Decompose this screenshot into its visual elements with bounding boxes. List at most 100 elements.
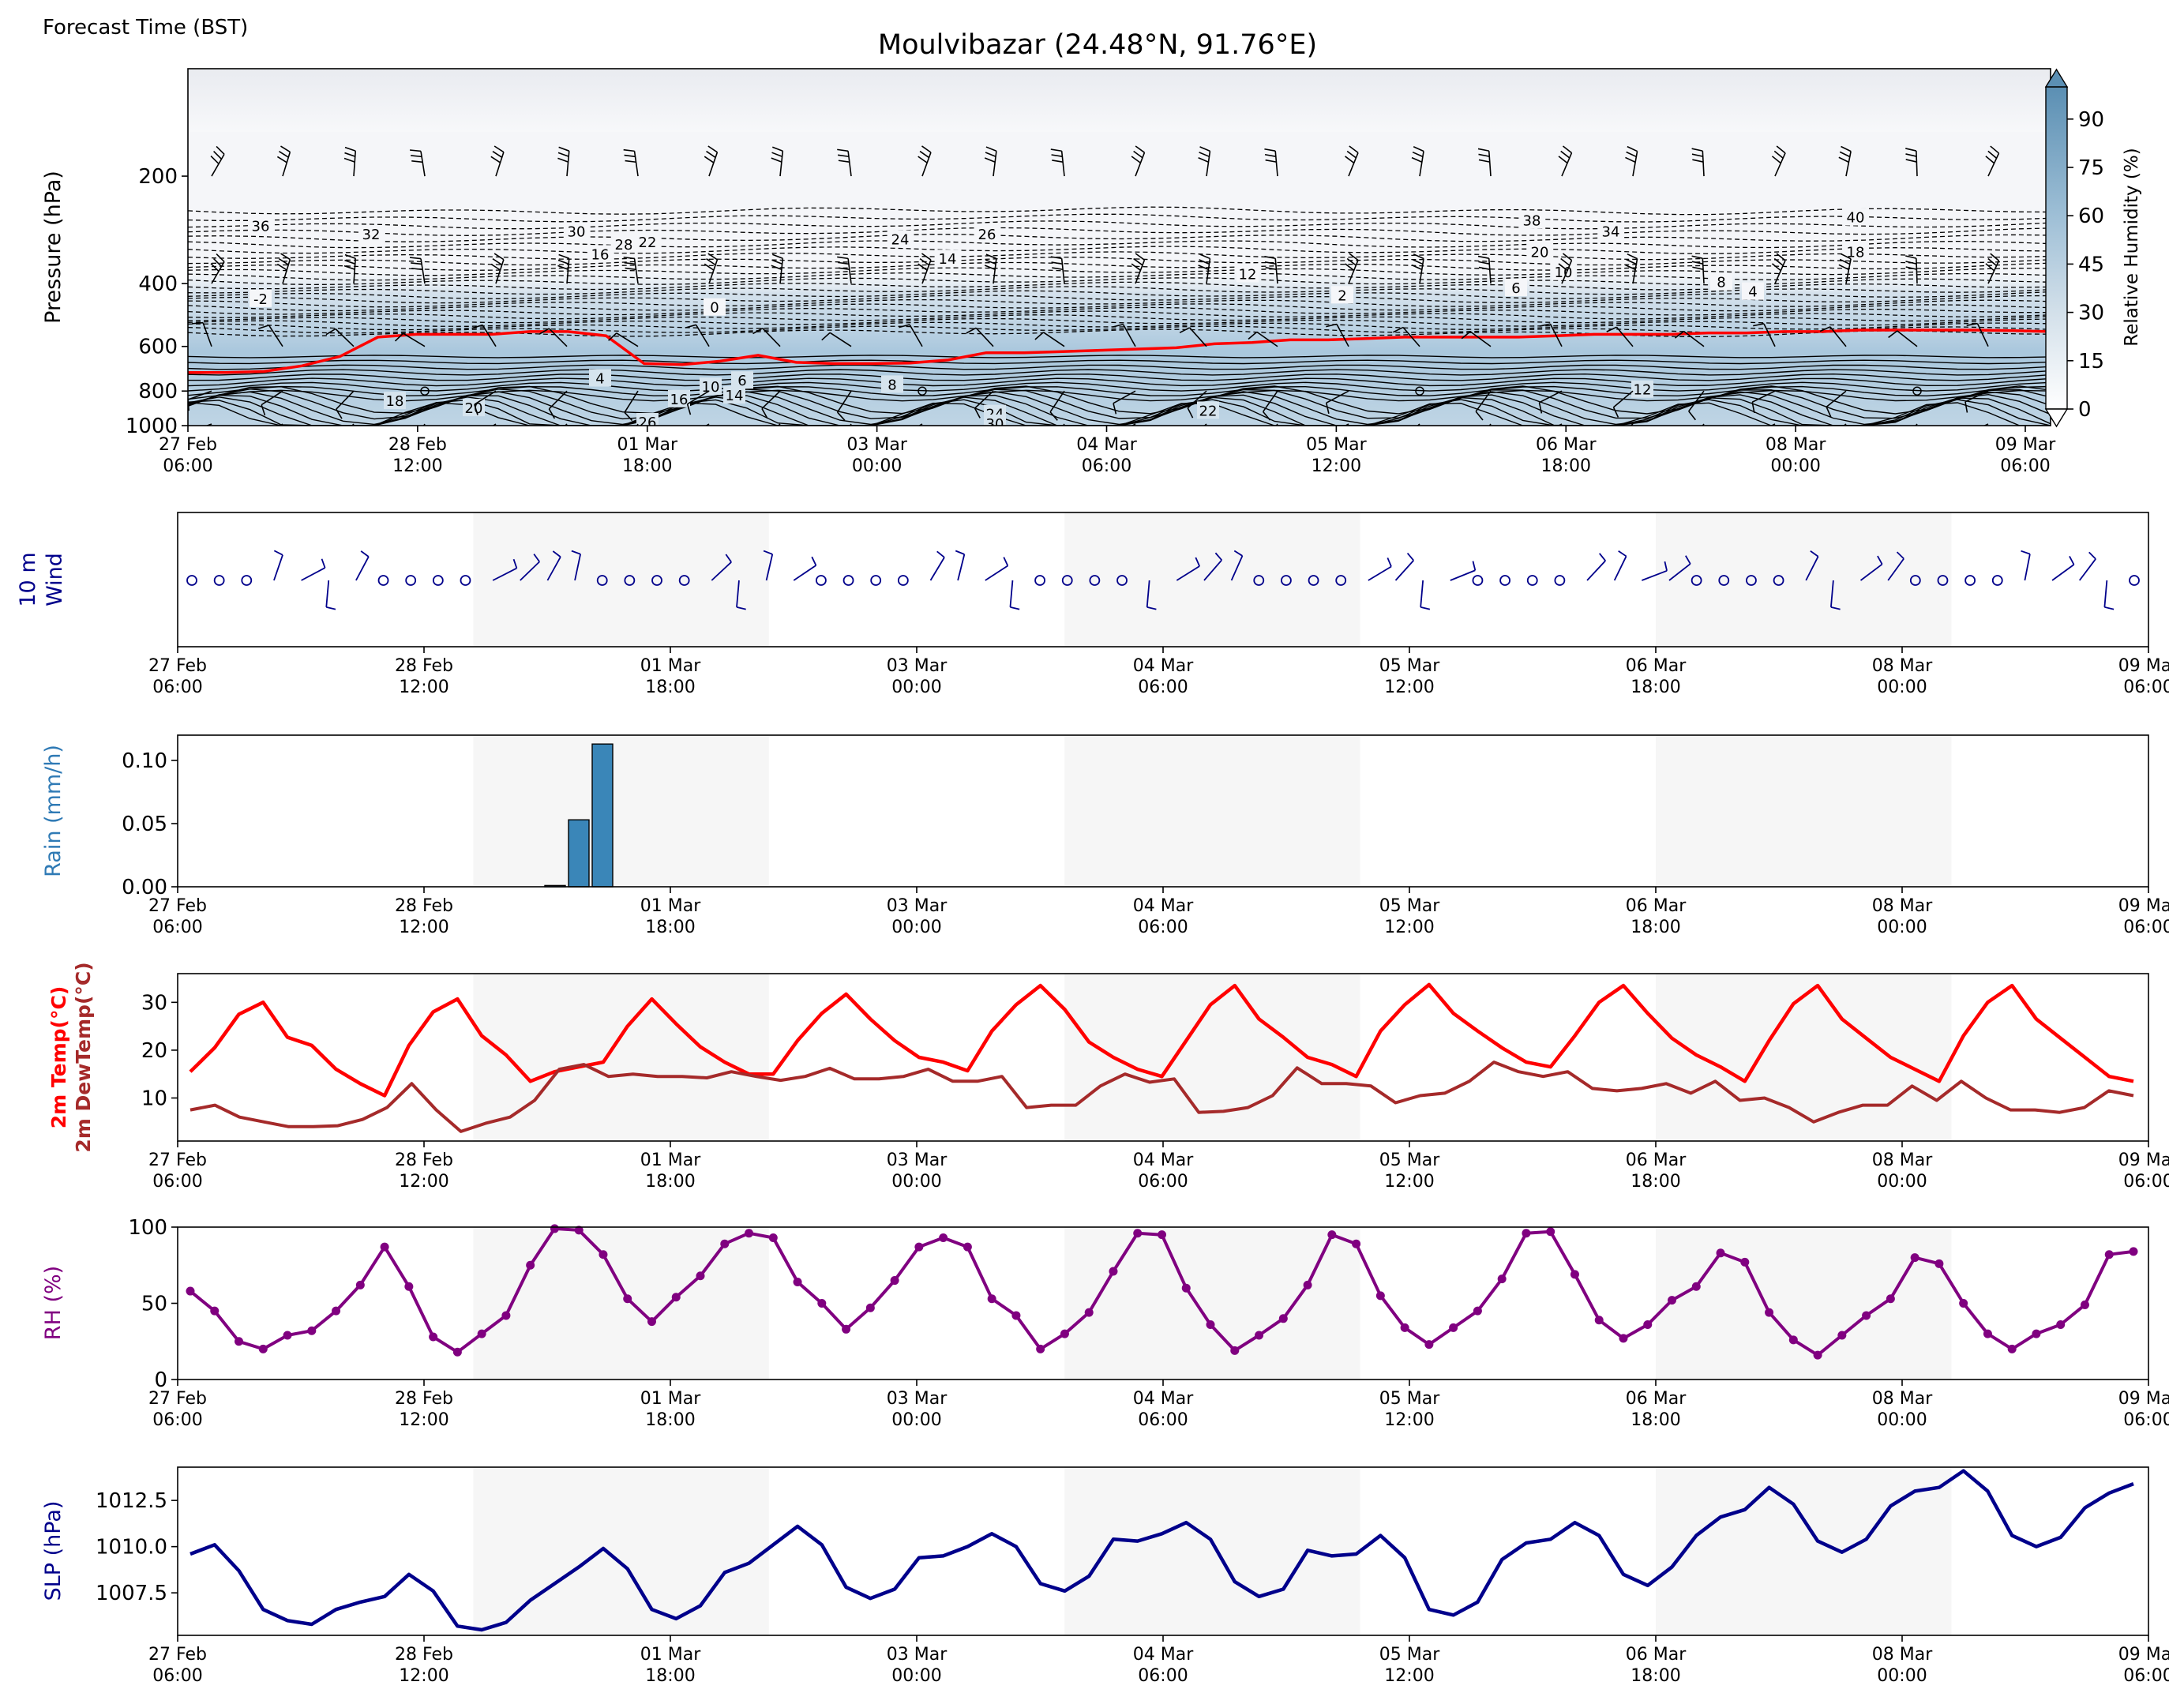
contour-label: 22 [1199,403,1218,419]
wind-night-shading [473,512,1952,647]
wind-barb-flag [1691,261,1703,265]
wind-barb-staff [633,258,639,284]
contour-label: 2 [1338,287,1346,304]
wind-barb-flag [1420,606,1431,610]
rh-point [647,1317,656,1327]
wind-barb-flag [1839,258,1851,265]
x-tick-label-day: 01 Mar [640,896,701,916]
rh-point [210,1306,220,1316]
rh-point [1424,1340,1434,1350]
x-tick-label-day: 05 Mar [1306,435,1367,455]
rh-point [1303,1280,1312,1289]
x-tick-label-day: 01 Mar [640,1645,701,1665]
colorbar-tick-label: 60 [2078,205,2104,228]
x-tick-label-day: 28 Feb [395,1389,453,1409]
colorbar-scale [2045,86,2068,410]
wind-barb-staff [1336,324,1349,347]
wind-barb-flag [1199,253,1210,260]
calm-wind-circle [377,575,389,586]
wind-barb-staff [1274,151,1278,177]
calm-wind-circle [1991,575,2003,586]
contour-label-bg [889,230,911,248]
rain-bar [591,743,614,888]
x-tick-label-hour: 18:00 [645,1666,695,1686]
wind-barb-flag [344,152,356,157]
rh-point [1862,1311,1871,1320]
upper-wind-barbs [188,145,2000,452]
wind-barb-staff [624,390,639,413]
rh-point [235,1337,244,1346]
wind-barb-flag [471,324,483,329]
wind-barb-flag [984,157,996,163]
wind-barb-staff [403,332,426,347]
x-tick-label-hour: 12:00 [1384,678,1434,697]
contour-label: 18 [1847,244,1865,261]
rain-time-axis: 27 Feb 06:00 28 Feb 12:00 01 Mar 18:00 03 Mar 0… [148,887,2169,937]
temperature-contour-dashed [188,213,2051,223]
x-tick-label-hour: 12:00 [1312,456,1361,476]
wind-barb-staff [211,153,225,177]
contour-label-bg [1631,380,1653,398]
wind-barb-staff [993,151,997,177]
wind-barb-flag [955,550,965,555]
wind-barb-staff [353,151,357,177]
wind-barb-flag [1987,257,1998,267]
wind-barb-staff [1630,423,1634,426]
wind-barb-flag [2021,550,2031,555]
wind-barb-staff [1450,569,1476,581]
wind-barb-flag [1264,256,1276,260]
wind-barb-flag [1830,606,1841,610]
wind-barb-flag [1905,148,1917,152]
x-tick-label-hour: 18:00 [622,456,672,476]
wind-barb-staff [548,390,568,410]
wind-barb-flag [1461,331,1471,340]
wind-barb-staff [779,151,784,177]
wind-barb-flag [261,437,265,448]
x-tick-label-hour: 06:00 [1138,1666,1188,1686]
calm-wind-circle [1116,575,1128,586]
wind-barb-flag [1613,441,1618,451]
wind-barb-staff [548,328,568,347]
x-tick-label-hour: 18:00 [1631,918,1680,937]
rh-point [1886,1294,1895,1304]
wind-barb-flag [1133,257,1143,266]
wind-barb-flag [336,442,342,452]
wind-barb-flag [921,145,932,153]
wind-barb-staff [546,556,561,581]
x-tick-label-day: 27 Feb [148,656,207,676]
wind-barb-flag [1475,411,1484,421]
x-tick-label-day: 09 Mar [2118,1151,2169,1170]
wind-barb-flag [838,160,850,163]
wind-barb-staff [985,565,1008,581]
rh-point [2007,1344,2017,1353]
rh-point [696,1271,705,1281]
dewpoint-axis-label: 2m DewTemp(°C) [72,962,95,1152]
wind-barb-flag [1214,552,1222,561]
wind-barb-flag [771,146,783,152]
wind-barb-flag [985,146,997,152]
slp-line [190,1469,2134,1632]
contour-label: 10 [702,379,720,396]
calm-wind-circle [816,575,827,586]
wind-barb-flag [704,156,715,163]
wind-barb-flag [343,265,355,270]
rh-point [1959,1299,1968,1308]
wind-barb-flag [1413,146,1424,152]
contour-labels: 36 32 22 30 28 16 24 26 14 12 38 34 20 10 18 40 6 8 4 2 -2 0 2… [250,208,1867,426]
x-tick-label-day: 06 Mar [1626,896,1687,916]
x-tick-label-hour: 00:00 [1877,918,1927,937]
rh-point [2104,1250,2114,1259]
x-tick-label-hour: 06:00 [152,1666,202,1686]
wind-barb-staff [1488,258,1492,284]
wind-barb-flag [1325,403,1330,415]
x-tick-label-day: 28 Feb [388,435,447,455]
x-tick-label-hour: 12:00 [392,456,442,476]
y-tick-label: 200 [138,165,178,189]
wind-barb-staff [847,151,852,177]
wind-barb-staff [777,423,781,426]
wind-barb-staff [1964,390,1989,403]
wind-barb-flag [623,256,635,260]
calm-wind-circle [420,386,430,396]
contour-label-bg [1844,242,1867,261]
